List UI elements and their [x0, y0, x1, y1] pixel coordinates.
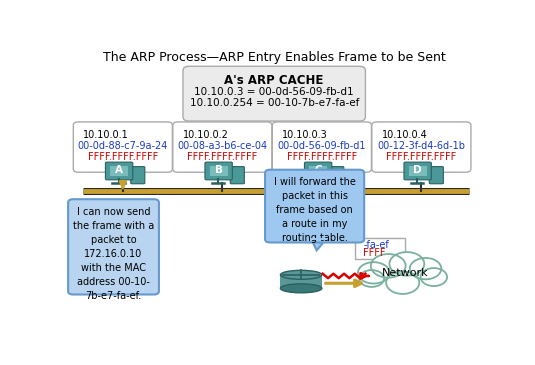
Bar: [110, 166, 128, 176]
Text: The ARP Process—ARP Entry Enables Frame to be Sent: The ARP Process—ARP Entry Enables Frame …: [103, 51, 446, 64]
Circle shape: [410, 258, 441, 279]
Text: FFFF.FFFF.FFFF: FFFF.FFFF.FFFF: [187, 152, 257, 162]
Text: 10.10.0.254 = 00-10-7b-e7-fa-ef: 10.10.0.254 = 00-10-7b-e7-fa-ef: [189, 98, 359, 108]
Ellipse shape: [280, 284, 322, 293]
Bar: [280, 275, 322, 288]
FancyBboxPatch shape: [205, 162, 232, 180]
FancyBboxPatch shape: [330, 166, 344, 184]
FancyBboxPatch shape: [265, 170, 364, 242]
FancyBboxPatch shape: [73, 122, 172, 172]
Polygon shape: [311, 239, 326, 250]
FancyBboxPatch shape: [272, 122, 371, 172]
Text: 00-0d-88-c7-9a-24: 00-0d-88-c7-9a-24: [78, 141, 168, 151]
Bar: [309, 166, 327, 176]
Text: 00-12-3f-d4-6d-1b: 00-12-3f-d4-6d-1b: [377, 141, 465, 151]
Circle shape: [389, 252, 424, 276]
Text: FFFF.FFFF.FFFF: FFFF.FFFF.FFFF: [287, 152, 357, 162]
FancyBboxPatch shape: [68, 199, 159, 295]
Text: A's ARP CACHE: A's ARP CACHE: [225, 74, 324, 87]
Text: 10.10.0.2: 10.10.0.2: [183, 130, 228, 141]
FancyBboxPatch shape: [131, 166, 145, 184]
FancyBboxPatch shape: [183, 66, 365, 121]
Circle shape: [359, 270, 384, 287]
Text: 00-0d-56-09-fb-d1: 00-0d-56-09-fb-d1: [278, 141, 366, 151]
FancyBboxPatch shape: [230, 166, 244, 184]
FancyBboxPatch shape: [173, 122, 272, 172]
FancyBboxPatch shape: [404, 162, 431, 180]
FancyBboxPatch shape: [429, 166, 444, 184]
Text: Network: Network: [381, 268, 428, 278]
Text: 10.10.0.3: 10.10.0.3: [282, 130, 328, 141]
Text: 00-08-a3-b6-ce-04: 00-08-a3-b6-ce-04: [177, 141, 268, 151]
FancyBboxPatch shape: [372, 122, 471, 172]
Text: B: B: [215, 165, 223, 176]
Text: FFFF.FFFF.FFFF: FFFF.FFFF.FFFF: [386, 152, 456, 162]
FancyBboxPatch shape: [304, 162, 332, 180]
Text: C: C: [315, 165, 322, 176]
Circle shape: [371, 254, 406, 278]
Bar: [311, 238, 326, 240]
Circle shape: [358, 262, 389, 284]
Text: 10.10.0.4: 10.10.0.4: [382, 130, 427, 141]
FancyBboxPatch shape: [355, 238, 405, 259]
Text: A: A: [115, 165, 123, 176]
FancyBboxPatch shape: [105, 162, 133, 180]
Text: I will forward the
packet in this
frame based on
a route in my
routing table.: I will forward the packet in this frame …: [274, 177, 356, 243]
Bar: [210, 166, 228, 176]
Text: FFFF.FFFF.FFFF: FFFF.FFFF.FFFF: [88, 152, 158, 162]
Circle shape: [386, 272, 419, 294]
Text: I can now send
the frame with a
packet to
172.16.0.10
with the MAC
address 00-10: I can now send the frame with a packet t…: [73, 207, 154, 301]
Text: -fa-ef: -fa-ef: [363, 240, 389, 250]
Text: D: D: [414, 165, 422, 176]
Bar: [409, 166, 427, 176]
Text: 10.10.0.3 = 00-0d-56-09-fb-d1: 10.10.0.3 = 00-0d-56-09-fb-d1: [194, 87, 354, 97]
Text: 10.10.0.1: 10.10.0.1: [83, 130, 129, 141]
Circle shape: [421, 268, 447, 286]
Text: FFFF: FFFF: [363, 248, 386, 258]
Ellipse shape: [280, 270, 322, 279]
